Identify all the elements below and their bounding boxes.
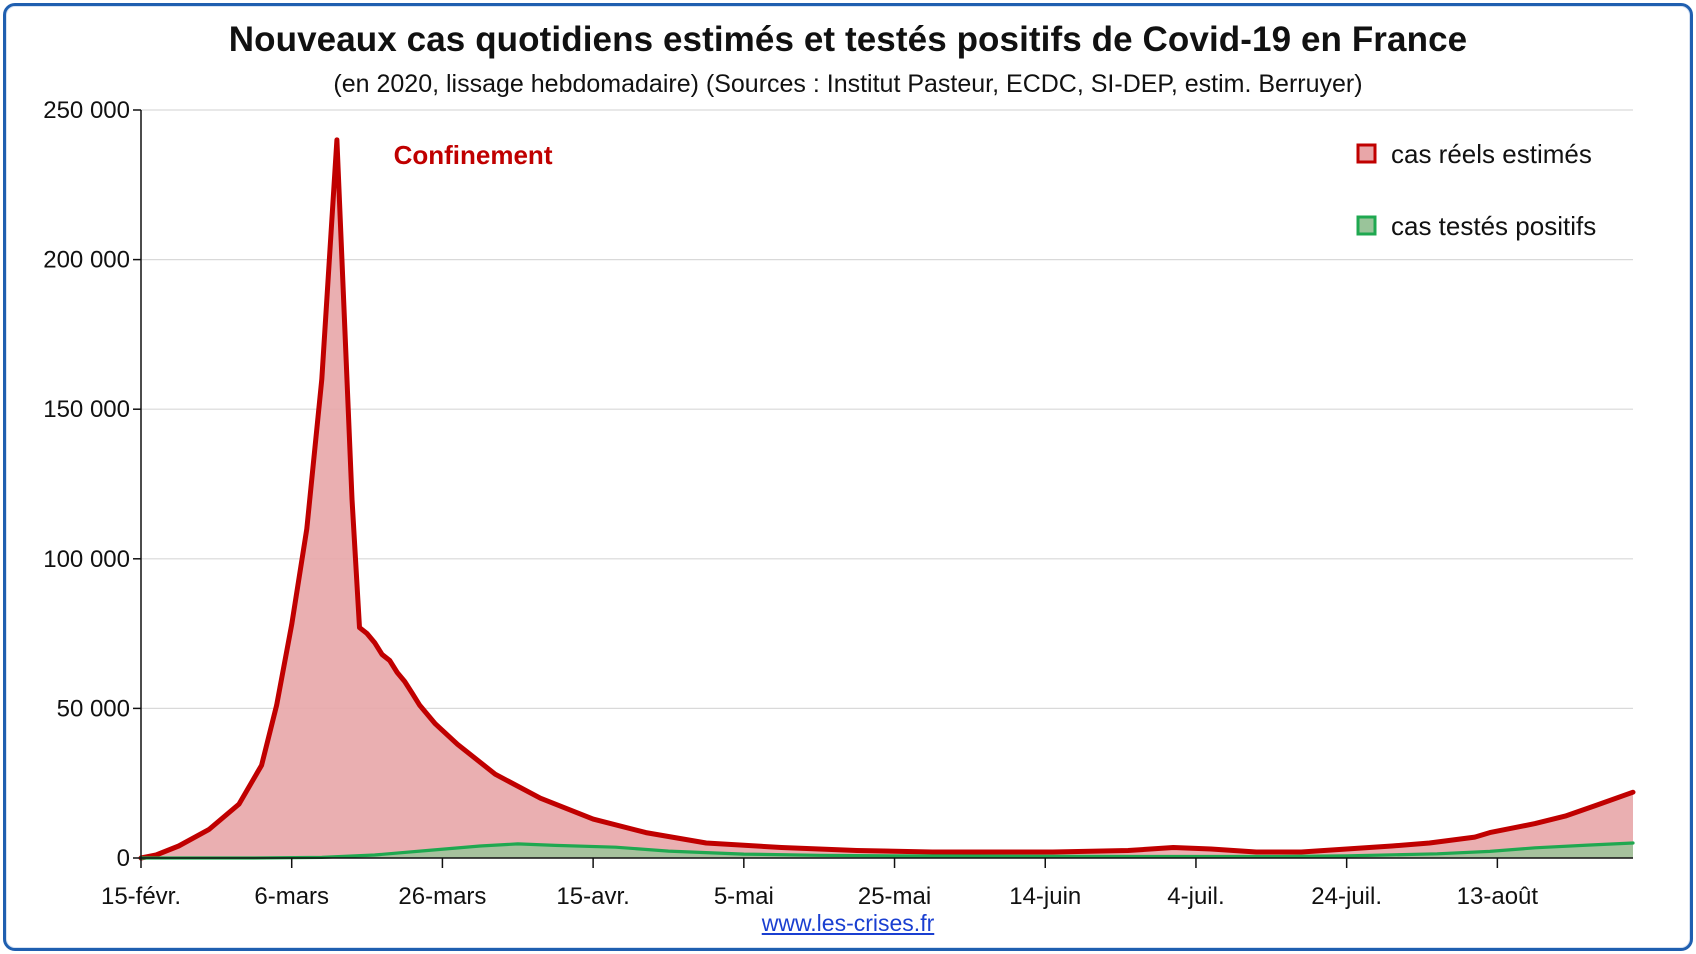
- y-tick-label: 150 000: [43, 396, 130, 423]
- legend-label-tested: cas testés positifs: [1391, 211, 1596, 241]
- chart-subtitle: (en 2020, lissage hebdomadaire) (Sources…: [333, 70, 1363, 98]
- chart-title: Nouveaux cas quotidiens estimés et testé…: [228, 20, 1468, 59]
- tick-labels: 0 50 000 100 000 150 000 200 000 250 000 15-fé…: [43, 97, 1538, 910]
- annotation-confinement: Confinement: [394, 140, 553, 170]
- legend: cas réels estimés cas testés positifs: [1356, 139, 1596, 241]
- x-tick-label: 24-juil.: [1311, 883, 1382, 910]
- series-group: [138, 137, 1636, 861]
- annotations: Confinement: [394, 140, 553, 170]
- source-link[interactable]: www.les-crises.fr: [761, 910, 935, 936]
- x-tick-label: 4-juil.: [1167, 883, 1224, 910]
- y-tick-label: 250 000: [43, 97, 130, 124]
- estimated-cases-line: [138, 137, 1636, 861]
- x-tick-label: 15-avr.: [556, 883, 629, 910]
- estimated-cases-area: [141, 139, 1633, 858]
- y-tick-label: 50 000: [57, 695, 130, 722]
- x-tick-label: 5-mai: [714, 883, 774, 910]
- grid-lines: [141, 109, 1633, 710]
- y-tick-label: 200 000: [43, 247, 130, 274]
- x-tick-label: 14-juin: [1009, 883, 1081, 910]
- axes: [133, 109, 1633, 868]
- tested-cases-line: [139, 841, 1635, 860]
- x-tick-label: 6-mars: [254, 883, 329, 910]
- x-tick-label: 13-août: [1457, 883, 1539, 910]
- tested-cases-area: [141, 843, 1633, 858]
- y-tick-label: 100 000: [43, 546, 130, 573]
- legend-label-estimated: cas réels estimés: [1391, 139, 1592, 169]
- x-tick-label: 25-mai: [858, 883, 931, 910]
- legend-swatch-tested: [1356, 215, 1377, 236]
- x-tick-label: 26-mars: [398, 883, 486, 910]
- y-tick-label: 0: [117, 845, 130, 872]
- x-tick-label: 15-févr.: [101, 883, 181, 910]
- legend-swatch-estimated: [1356, 143, 1377, 164]
